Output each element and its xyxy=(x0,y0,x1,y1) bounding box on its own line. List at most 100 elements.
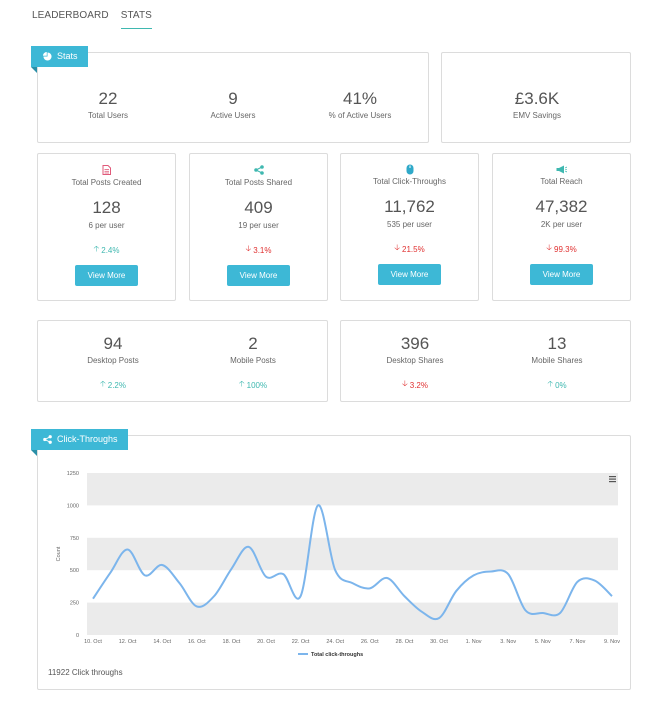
stat-value: 9 xyxy=(228,89,238,108)
stats-panel: 22 Total Users 9 Active Users 41% % of A… xyxy=(37,52,429,143)
stat-label: Desktop Posts xyxy=(87,356,139,365)
ribbon-fold xyxy=(31,450,37,456)
share-icon xyxy=(253,165,264,175)
stat-emv-savings: £3.6K EMV Savings xyxy=(442,89,632,120)
x-tick-label: 14. Oct xyxy=(153,639,171,645)
ribbon-fold xyxy=(31,67,37,73)
stats-ribbon: Stats xyxy=(31,46,88,73)
stat-label: EMV Savings xyxy=(512,111,562,120)
tab-bar: LEADERBOARD STATS xyxy=(32,8,152,30)
card-total-reach: Total Reach 47,382 2K per user 🡣 99.3% Vi… xyxy=(492,153,631,301)
stat-active-users: 9 Active Users xyxy=(183,89,283,120)
emv-panel: £3.6K EMV Savings xyxy=(441,52,631,143)
stat-total-users: 22 Total Users xyxy=(58,89,158,120)
stat-label: Desktop Shares xyxy=(386,356,444,365)
x-tick-label: 9. Nov xyxy=(604,639,620,645)
x-tick-label: 18. Oct xyxy=(223,639,241,645)
arrow-up-icon: 🡡 xyxy=(547,379,554,388)
stat-label: Total Users xyxy=(87,111,128,120)
click-throughs-total: 11922 Click throughs xyxy=(48,668,123,677)
x-tick-label: 12. Oct xyxy=(119,639,137,645)
card-title: Total Reach xyxy=(540,177,583,186)
x-tick-label: 28. Oct xyxy=(396,639,414,645)
card-value: 11,762 xyxy=(384,197,435,216)
hamburger-icon[interactable] xyxy=(609,476,616,483)
stat-value: 22 xyxy=(98,89,118,108)
arrow-up-icon: 🡡 xyxy=(93,244,100,253)
megaphone-icon xyxy=(556,165,567,174)
stat-label: Active Users xyxy=(210,111,256,120)
x-tick-label: 24. Oct xyxy=(326,639,344,645)
legend-label: Total click-throughs xyxy=(311,652,363,658)
plot-band xyxy=(87,537,618,571)
view-more-button[interactable]: View More xyxy=(530,264,593,285)
click-throughs-ribbon-label: Click-Throughs xyxy=(57,434,118,444)
stat-label: % of Active Users xyxy=(328,111,392,120)
stat-value: 396 xyxy=(400,334,430,353)
y-tick-label: 250 xyxy=(70,601,79,607)
stat-mobile-shares: 13 Mobile Shares 🡡 0% xyxy=(507,334,607,392)
stat-value: 13 xyxy=(547,334,567,353)
pie-chart-icon xyxy=(43,52,52,61)
arrow-up-icon: 🡡 xyxy=(238,379,245,388)
delta-indicator: 🡡 2.4% xyxy=(38,243,175,257)
plot-band xyxy=(87,602,618,635)
delta-value: 0% xyxy=(555,380,567,390)
delta-indicator: 🡣 3.2% xyxy=(365,378,465,392)
y-tick-label: 500 xyxy=(70,568,79,574)
card-title: Total Posts Shared xyxy=(224,178,293,187)
stat-active-percent: 41% % of Active Users xyxy=(310,89,410,120)
y-tick-label: 1250 xyxy=(67,471,79,477)
delta-indicator: 🡡 0% xyxy=(507,378,607,392)
plot-band xyxy=(87,473,618,506)
delta-indicator: 🡡 2.2% xyxy=(63,378,163,392)
stat-value: 41% xyxy=(342,89,378,108)
delta-value: 3.1% xyxy=(253,245,272,255)
x-tick-label: 7. Nov xyxy=(569,639,585,645)
card-value: 409 xyxy=(244,198,273,217)
arrow-down-icon: 🡣 xyxy=(245,244,252,253)
view-more-button[interactable]: View More xyxy=(227,265,290,286)
card-value: 47,382 xyxy=(535,197,588,216)
x-tick-label: 20. Oct xyxy=(257,639,275,645)
delta-value: 21.5% xyxy=(402,244,425,254)
card-title: Total Click-Throughs xyxy=(373,177,446,186)
x-tick-label: 22. Oct xyxy=(292,639,310,645)
arrow-down-icon: 🡣 xyxy=(546,243,553,252)
stat-value: 2 xyxy=(248,334,258,353)
stat-value: £3.6K xyxy=(514,89,560,108)
stats-ribbon-label: Stats xyxy=(57,51,78,61)
x-tick-label: 1. Nov xyxy=(466,639,482,645)
shares-split-panel: 396 Desktop Shares 🡣 3.2% 13 Mobile Share… xyxy=(340,320,631,402)
posts-split-panel: 94 Desktop Posts 🡡 2.2% 2 Mobile Posts 🡡 1… xyxy=(37,320,328,402)
mouse-icon xyxy=(406,164,413,175)
delta-indicator: 🡣 21.5% xyxy=(341,242,478,256)
delta-indicator: 🡡 100% xyxy=(203,378,303,392)
card-subtext: 2K per user xyxy=(540,220,583,229)
card-value: 128 xyxy=(92,198,121,217)
x-tick-label: 3. Nov xyxy=(500,639,516,645)
x-tick-label: 10. Oct xyxy=(84,639,102,645)
y-tick-label: 750 xyxy=(70,536,79,542)
y-axis-title: Count xyxy=(56,546,62,561)
card-click-throughs: Total Click-Throughs 11,762 535 per user… xyxy=(340,153,479,301)
stat-label: Mobile Shares xyxy=(531,356,583,365)
stat-value: 94 xyxy=(103,334,123,353)
click-throughs-panel: 0 250 500 750 1000 1250 Count 10. Oct 12. Oct 14.… xyxy=(37,435,631,690)
series-line xyxy=(92,504,613,621)
card-subtext: 19 per user xyxy=(238,221,279,230)
x-tick-label: 30. Oct xyxy=(430,639,448,645)
arrow-down-icon: 🡣 xyxy=(402,379,408,388)
view-more-button[interactable]: View More xyxy=(378,264,441,285)
card-posts-shared: Total Posts Shared 409 19 per user 🡣 3.1%… xyxy=(189,153,328,301)
x-tick-label: 26. Oct xyxy=(361,639,379,645)
stat-label: Mobile Posts xyxy=(230,356,276,365)
click-throughs-ribbon: Click-Throughs xyxy=(31,429,128,456)
tab-leaderboard[interactable]: LEADERBOARD xyxy=(32,10,109,21)
y-tick-label: 1000 xyxy=(67,503,79,509)
view-more-button[interactable]: View More xyxy=(75,265,138,286)
card-posts-created: Total Posts Created 128 6 per user 🡡 2.4%… xyxy=(37,153,176,301)
tab-stats[interactable]: STATS xyxy=(120,8,152,29)
card-subtext: 6 per user xyxy=(88,221,125,230)
stat-desktop-shares: 396 Desktop Shares 🡣 3.2% xyxy=(365,334,465,392)
